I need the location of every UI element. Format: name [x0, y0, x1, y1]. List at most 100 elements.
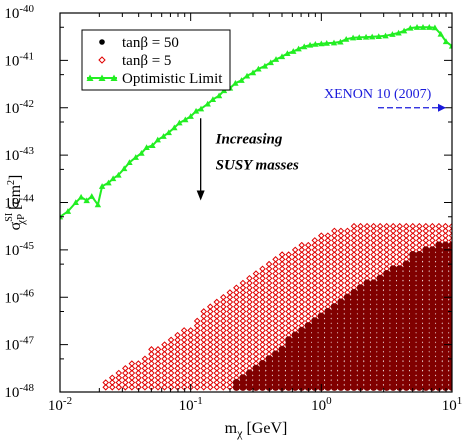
point-tanbeta5	[200, 312, 208, 320]
point-tanbeta5	[154, 355, 162, 363]
point-tanbeta5	[239, 341, 247, 348]
point-optimistic-limit	[375, 33, 382, 40]
point-tanbeta5	[161, 350, 168, 358]
point-optimistic-limit	[337, 38, 344, 45]
legend-marker-tanbeta50	[99, 39, 105, 45]
point-tanbeta5	[180, 379, 188, 386]
point-tanbeta5	[331, 265, 338, 273]
point-tanbeta5	[357, 241, 364, 249]
point-tanbeta5	[363, 260, 371, 268]
point-tanbeta5	[278, 256, 286, 263]
series-tanbeta5	[102, 222, 452, 391]
point-tanbeta5	[213, 374, 221, 382]
point-tanbeta5	[167, 383, 175, 391]
point-tanbeta5	[213, 346, 221, 353]
point-tanbeta5	[154, 383, 162, 391]
point-optimistic-limit	[132, 154, 139, 160]
point-optimistic-limit	[323, 40, 330, 46]
point-tanbeta5	[298, 246, 306, 254]
point-tanbeta5	[402, 246, 410, 254]
point-tanbeta5	[331, 279, 338, 287]
point-tanbeta5	[311, 256, 319, 263]
point-tanbeta5	[278, 303, 286, 311]
point-tanbeta5	[180, 341, 188, 348]
point-tanbeta5	[285, 251, 292, 258]
point-tanbeta50	[245, 369, 254, 377]
point-tanbeta5	[409, 232, 417, 239]
point-tanbeta5	[141, 360, 149, 367]
point-tanbeta5	[278, 251, 286, 258]
point-tanbeta5	[246, 322, 253, 329]
point-tanbeta5	[402, 227, 410, 235]
point-tanbeta5	[259, 331, 266, 339]
point-tanbeta5	[278, 308, 286, 315]
point-tanbeta5	[206, 346, 214, 353]
point-tanbeta5	[141, 383, 149, 391]
point-tanbeta5	[357, 232, 364, 239]
point-tanbeta5	[344, 284, 351, 292]
point-tanbeta5	[389, 241, 397, 249]
point-tanbeta5	[233, 317, 240, 325]
point-tanbeta5	[376, 260, 384, 268]
legend-label: tanβ = 5	[122, 53, 171, 69]
point-optimistic-limit	[171, 124, 178, 131]
point-tanbeta5	[239, 336, 247, 344]
point-tanbeta5	[324, 265, 332, 273]
point-tanbeta5	[344, 227, 351, 235]
point-tanbeta5	[318, 270, 325, 277]
point-tanbeta5	[148, 369, 155, 377]
point-tanbeta5	[383, 251, 390, 258]
point-tanbeta5	[148, 379, 155, 386]
y-tick-label: 10-41	[4, 50, 34, 69]
point-tanbeta5	[233, 327, 240, 334]
point-tanbeta5	[389, 222, 397, 230]
point-tanbeta5	[370, 256, 377, 263]
point-tanbeta5	[278, 293, 286, 301]
point-tanbeta5	[265, 308, 273, 315]
point-tanbeta5	[141, 365, 149, 372]
point-optimistic-limit	[442, 38, 450, 45]
point-tanbeta5	[239, 350, 247, 358]
point-tanbeta5	[318, 246, 325, 254]
point-tanbeta5	[233, 341, 240, 348]
point-tanbeta5	[272, 322, 279, 329]
point-tanbeta5	[291, 260, 299, 268]
point-tanbeta5	[318, 232, 325, 239]
point-tanbeta5	[259, 284, 266, 292]
point-tanbeta5	[141, 355, 149, 363]
point-tanbeta5	[220, 317, 227, 325]
point-tanbeta5	[252, 350, 260, 358]
point-tanbeta5	[233, 308, 240, 315]
point-tanbeta5	[318, 260, 325, 268]
point-tanbeta5	[265, 293, 273, 301]
point-tanbeta5	[278, 284, 286, 292]
point-optimistic-limit	[126, 159, 133, 166]
point-tanbeta5	[389, 227, 397, 235]
point-tanbeta5	[304, 293, 312, 301]
point-tanbeta5	[337, 284, 345, 292]
point-tanbeta5	[311, 279, 319, 287]
point-tanbeta5	[291, 279, 299, 287]
point-tanbeta5	[285, 312, 292, 320]
point-tanbeta5	[259, 327, 266, 334]
point-tanbeta5	[226, 331, 234, 339]
point-tanbeta5	[220, 365, 227, 372]
point-tanbeta5	[128, 383, 136, 391]
point-tanbeta5	[252, 303, 260, 311]
y-tick-label: 10-47	[4, 335, 34, 354]
point-tanbeta5	[239, 279, 247, 287]
point-optimistic-limit	[160, 133, 167, 139]
point-optimistic-limit	[395, 29, 402, 36]
point-tanbeta5	[220, 369, 227, 377]
point-tanbeta5	[167, 369, 175, 377]
point-tanbeta5	[272, 327, 279, 334]
point-tanbeta5	[383, 246, 390, 254]
point-tanbeta5	[291, 289, 299, 296]
point-tanbeta5	[265, 284, 273, 292]
point-tanbeta5	[122, 365, 129, 372]
point-tanbeta50	[376, 274, 384, 282]
point-tanbeta5	[337, 251, 345, 258]
point-tanbeta5	[265, 327, 273, 334]
point-tanbeta5	[193, 336, 201, 344]
point-tanbeta5	[311, 308, 319, 315]
